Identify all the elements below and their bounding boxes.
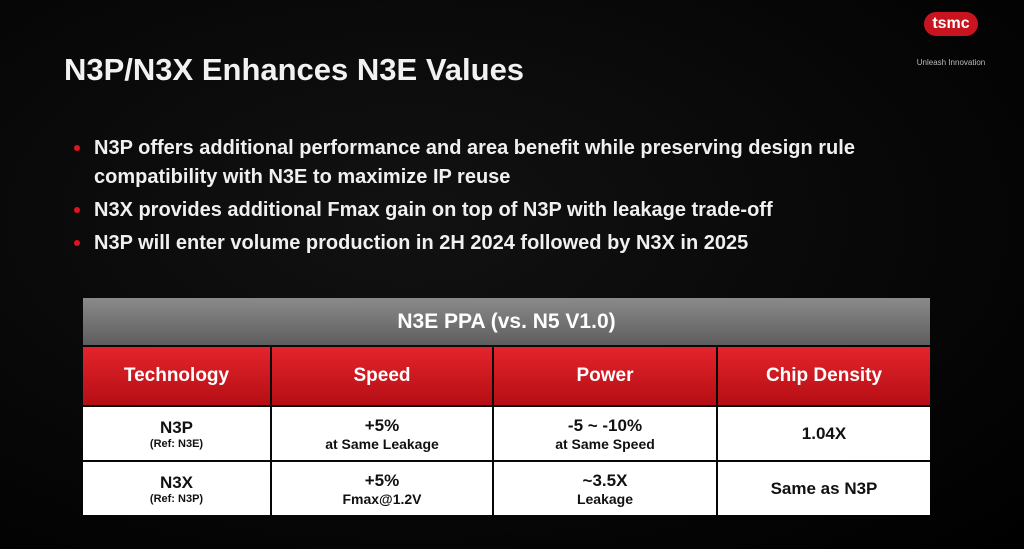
logo: tsmc Unleash Innovation — [896, 12, 1006, 67]
logo-mark: tsmc — [924, 12, 978, 36]
header-cell: Chip Density — [718, 347, 930, 405]
bullet: N3P will enter volume production in 2H 2… — [72, 229, 952, 258]
cell-value: +5% — [364, 470, 400, 490]
bullet: N3X provides additional Fmax gain on top… — [72, 196, 952, 225]
cell-note: at Same Leakage — [325, 435, 439, 452]
table-cell: 1.04X — [718, 407, 930, 460]
table-cell: N3P (Ref: N3E) — [83, 407, 270, 460]
table-cell: ~3.5X Leakage — [494, 462, 716, 515]
table-cell: -5 ~ -10% at Same Speed — [494, 407, 716, 460]
bullet-list: N3P offers additional performance and ar… — [72, 134, 952, 262]
table-row: N3X (Ref: N3P) +5% Fmax@1.2V ~3.5X Leakage Sam… — [83, 462, 930, 515]
table-row: N3P (Ref: N3E) +5% at Same Leakage -5 ~ -10%… — [83, 407, 930, 460]
cell-value: ~3.5X — [582, 470, 628, 490]
cell-note: (Ref: N3P) — [149, 492, 204, 505]
bullet: N3P offers additional performance and ar… — [72, 134, 952, 192]
slide-title: N3P/N3X Enhances N3E Values — [64, 52, 525, 87]
table-title: N3E PPA (vs. N5 V1.0) — [83, 298, 930, 345]
cell-note: at Same Speed — [555, 435, 655, 452]
cell-value: 1.04X — [801, 423, 847, 443]
table-cell: +5% Fmax@1.2V — [272, 462, 492, 515]
header-row: Technology Speed Power Chip Density — [83, 347, 930, 405]
header-cell: Power — [494, 347, 716, 405]
cell-note: Leakage — [576, 490, 634, 507]
ppa-table: N3E PPA (vs. N5 V1.0) Technology Speed Pow… — [83, 298, 930, 517]
header-cell: Technology — [83, 347, 270, 405]
cell-value: +5% — [364, 415, 400, 435]
table-cell: Same as N3P — [718, 462, 930, 515]
cell-value: N3X — [159, 472, 194, 492]
table-cell: +5% at Same Leakage — [272, 407, 492, 460]
logo-tagline: Unleash Innovation — [916, 58, 986, 67]
cell-value: Same as N3P — [770, 478, 878, 498]
cell-note: (Ref: N3E) — [149, 437, 204, 450]
table-cell: N3X (Ref: N3P) — [83, 462, 270, 515]
cell-note: Fmax@1.2V — [342, 490, 422, 507]
cell-value: N3P — [159, 417, 194, 437]
cell-value: -5 ~ -10% — [567, 415, 643, 435]
header-cell: Speed — [272, 347, 492, 405]
